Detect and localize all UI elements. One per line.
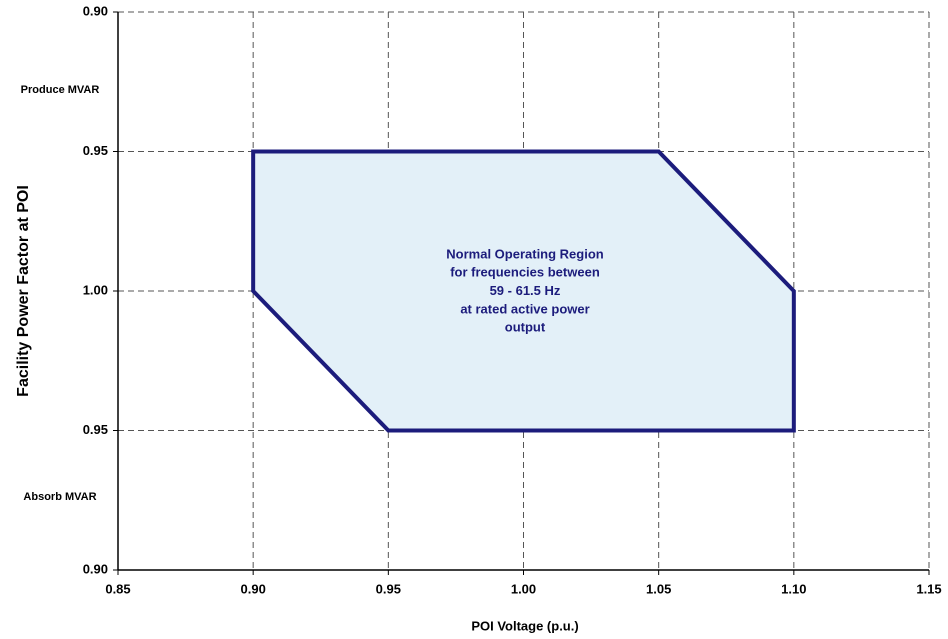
- y-tick-label: 1.00: [83, 282, 108, 297]
- y-tick-label: 0.95: [83, 143, 108, 158]
- x-tick-label: 1.15: [916, 581, 941, 596]
- region-label: Normal Operating Region: [446, 246, 604, 261]
- x-axis-label: POI Voltage (p.u.): [471, 618, 578, 633]
- region-label: 59 - 61.5 Hz: [490, 283, 561, 298]
- x-tick-label: 1.00: [511, 581, 536, 596]
- region-label: at rated active power: [460, 301, 589, 316]
- annotation: Produce MVAR: [21, 84, 100, 96]
- region-label: for frequencies between: [450, 265, 600, 280]
- x-tick-label: 0.90: [241, 581, 266, 596]
- y-tick-label: 0.90: [83, 3, 108, 18]
- y-tick-label: 0.95: [83, 422, 108, 437]
- operating-region: [251, 149, 796, 433]
- y-tick-label: 0.90: [83, 561, 108, 576]
- x-tick-label: 0.95: [376, 581, 401, 596]
- region-label: output: [505, 320, 546, 335]
- annotation: Absorb MVAR: [23, 491, 96, 503]
- y-axis-label: Facility Power Factor at POI: [15, 185, 32, 397]
- x-tick-label: 1.05: [646, 581, 671, 596]
- x-tick-label: 0.85: [105, 581, 130, 596]
- x-tick-label: 1.10: [781, 581, 806, 596]
